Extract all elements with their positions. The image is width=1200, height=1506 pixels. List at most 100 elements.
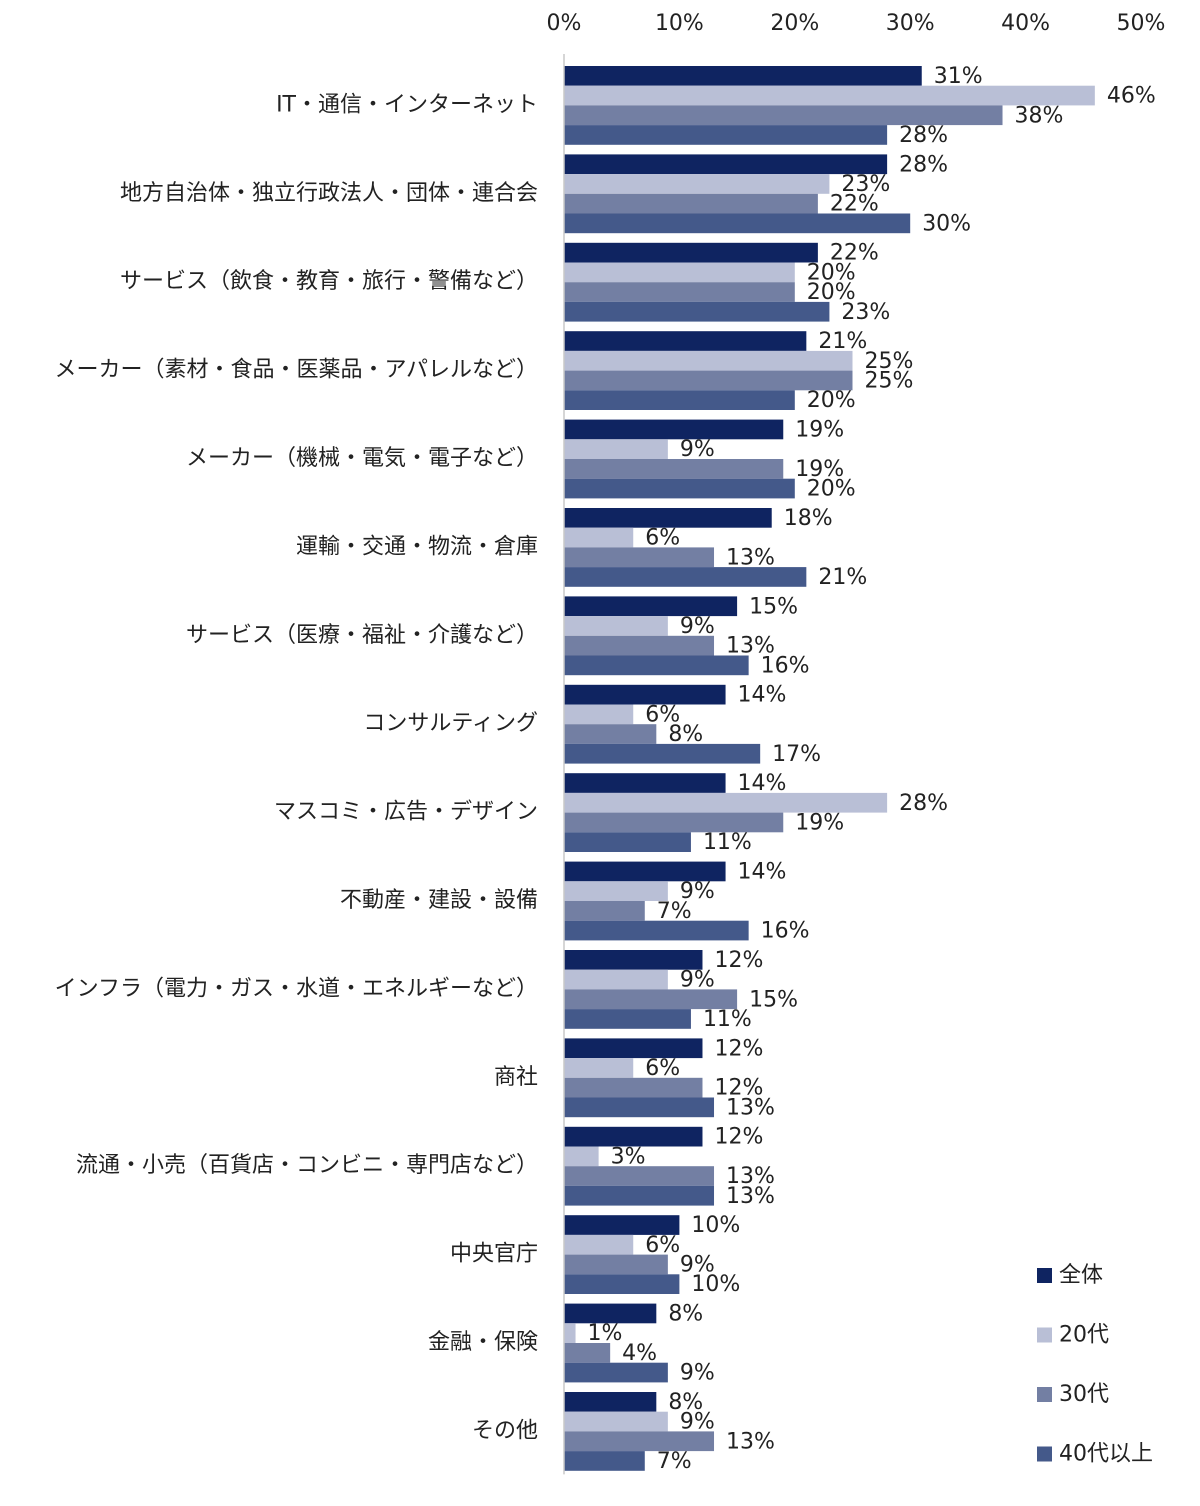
bar: [564, 1343, 611, 1363]
data-label: 38%: [1015, 103, 1064, 128]
data-label: 7%: [657, 1449, 692, 1474]
bar: [564, 635, 715, 656]
bar: [564, 154, 888, 175]
bar: [564, 213, 911, 234]
data-label: 13%: [726, 545, 775, 570]
bar: [564, 1362, 668, 1383]
bar: [564, 1234, 634, 1255]
bar: [564, 439, 668, 459]
data-label: 25%: [865, 349, 914, 374]
category-label: コンサルティング: [363, 711, 538, 736]
category-label: 金融・保険: [428, 1330, 538, 1355]
data-label: 9%: [680, 879, 715, 904]
data-label: 21%: [818, 329, 867, 354]
bar: [564, 773, 726, 793]
bar: [564, 459, 784, 479]
legend-label: 全体: [1059, 1263, 1103, 1288]
bar: [564, 125, 888, 145]
data-label: 8%: [668, 722, 703, 747]
category-label: マスコミ・広告・デザイン: [274, 800, 538, 825]
x-axis-ticks: 0% 10% 20% 30% 40% 50%: [547, 11, 1166, 36]
bar: [564, 370, 853, 391]
legend-swatch: [1037, 1387, 1052, 1402]
x-tick-label: 50%: [1117, 11, 1166, 36]
data-label: 28%: [899, 123, 948, 148]
bar: [564, 1411, 668, 1432]
bar: [564, 1254, 668, 1275]
data-label: 3%: [611, 1144, 646, 1169]
data-label: 6%: [645, 702, 680, 727]
data-label: 8%: [668, 1390, 703, 1415]
bar: [564, 1126, 703, 1147]
data-label: 11%: [703, 1007, 752, 1032]
data-label: 13%: [726, 1184, 775, 1209]
bar: [564, 969, 668, 990]
category-label: IT・通信・インターネット: [276, 92, 538, 117]
data-label: 12%: [714, 1125, 763, 1150]
bar: [564, 105, 1003, 126]
bar: [564, 350, 853, 371]
bar: [564, 881, 668, 901]
data-label: 10%: [691, 1272, 740, 1297]
x-tick-label: 10%: [655, 11, 704, 36]
category-label: 地方自治体・独立行政法人・団体・連合会: [120, 181, 538, 206]
bar: [564, 478, 795, 499]
bar: [564, 832, 691, 852]
data-label: 20%: [807, 477, 856, 502]
bar: [564, 1166, 715, 1186]
bar: [564, 901, 645, 921]
bar: [564, 655, 749, 676]
category-label: インフラ（電力・ガス・水道・エネルギーなど）: [55, 976, 538, 1001]
data-label: 19%: [795, 810, 844, 835]
bar: [564, 616, 668, 636]
category-label: その他: [472, 1418, 538, 1443]
data-label: 46%: [1107, 84, 1156, 109]
legend-label: 40代以上: [1059, 1442, 1153, 1467]
data-label: 9%: [680, 1252, 715, 1277]
data-label: 19%: [795, 417, 844, 442]
bar: [564, 704, 634, 725]
data-label: 15%: [749, 594, 798, 619]
bar: [564, 1038, 703, 1059]
category-label: 商社: [494, 1065, 538, 1090]
data-label: 20%: [807, 280, 856, 305]
bar: [564, 1431, 715, 1452]
bar: [564, 193, 818, 214]
category-label: 中央官庁: [450, 1242, 538, 1267]
data-label: 1%: [588, 1321, 623, 1346]
value-labels: 31%46%38%28%28%23%22%30%22%20%20%23%21%2…: [588, 64, 1156, 1474]
bar: [564, 567, 807, 587]
data-label: 8%: [668, 1301, 703, 1326]
bar: [564, 282, 795, 302]
data-label: 15%: [749, 987, 798, 1012]
data-label: 22%: [830, 192, 879, 217]
data-label: 14%: [738, 859, 787, 884]
bar: [564, 950, 703, 970]
bar: [564, 390, 795, 410]
data-label: 4%: [622, 1341, 657, 1366]
data-label: 10%: [691, 1213, 740, 1238]
legend-swatch: [1037, 1268, 1052, 1283]
bar: [564, 547, 715, 568]
bar: [564, 1274, 680, 1294]
bar: [564, 684, 726, 705]
data-label: 16%: [761, 919, 810, 944]
data-label: 12%: [714, 1076, 763, 1101]
bar: [564, 1009, 691, 1029]
bars: [564, 66, 1095, 1471]
data-label: 17%: [772, 742, 821, 767]
x-tick-label: 40%: [1001, 11, 1050, 36]
bar: [564, 812, 784, 833]
category-label: サービス（飲食・教育・旅行・警備など）: [120, 269, 538, 294]
data-label: 20%: [807, 260, 856, 285]
legend-label: 30代: [1059, 1382, 1109, 1407]
data-label: 9%: [680, 1361, 715, 1386]
data-label: 13%: [726, 1429, 775, 1454]
data-label: 9%: [680, 968, 715, 993]
legend-swatch: [1037, 1327, 1052, 1343]
bar: [564, 596, 738, 617]
x-tick-label: 20%: [770, 11, 819, 36]
bar: [564, 989, 738, 1010]
category-labels: IT・通信・インターネット地方自治体・独立行政法人・団体・連合会サービス（飲食・…: [54, 92, 538, 1443]
